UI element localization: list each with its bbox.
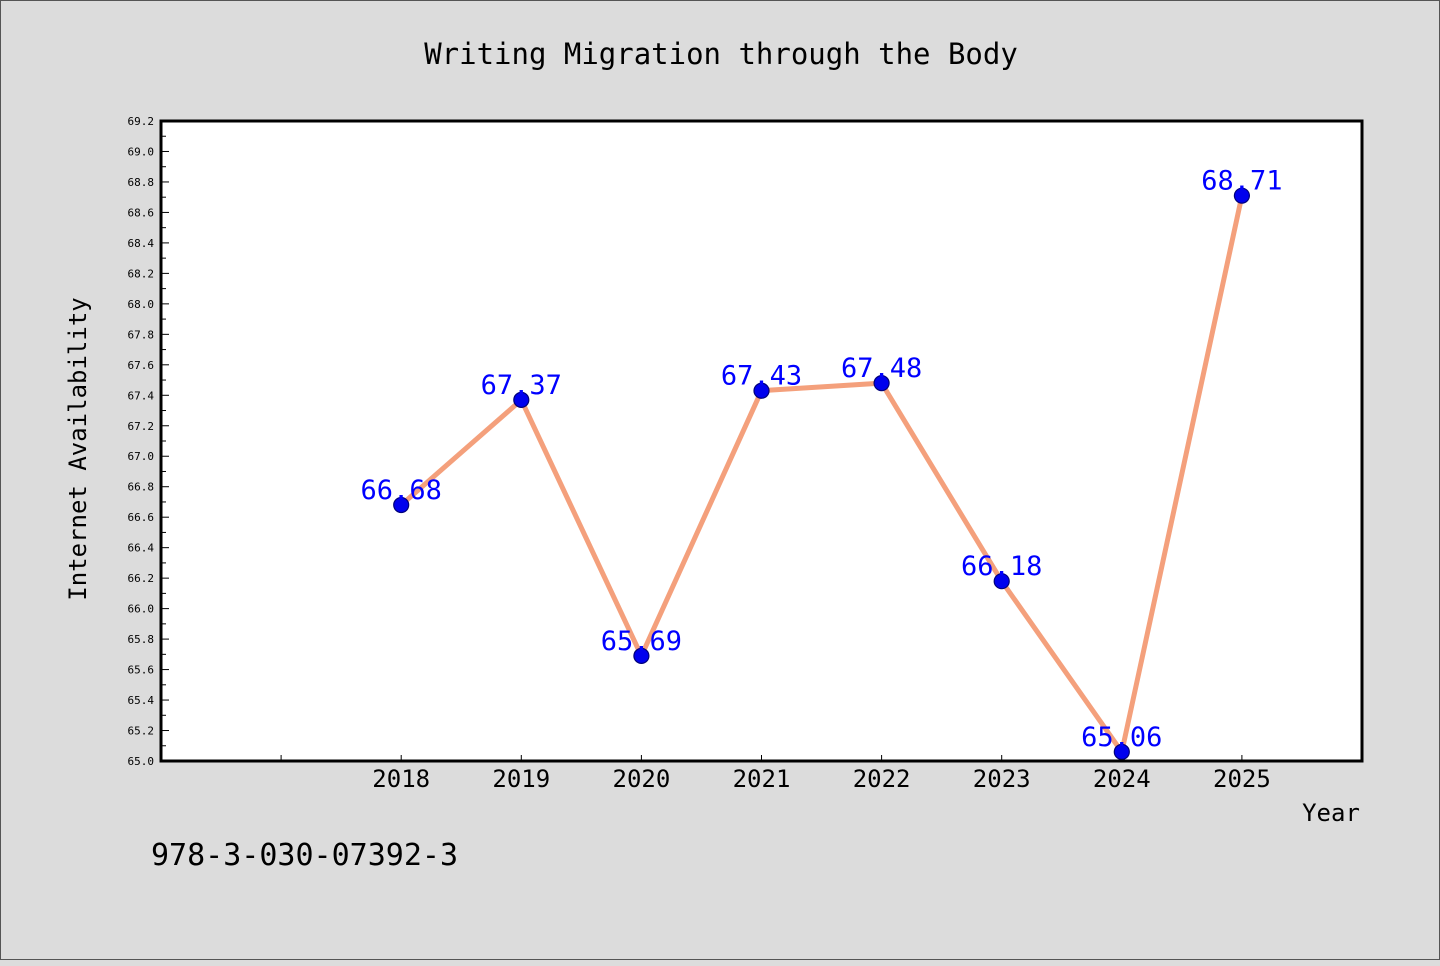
y-axis-ticks: 65.0 65.2 65.4 65.6 65.8 66.0 66.2 66.4 66.6 66.8… [128,115,169,768]
x-tick-label: 2024 [1093,765,1151,793]
x-tick-label: 2022 [853,765,911,793]
y-tick-label: 66.6 [128,511,155,524]
y-tick-label: 65.4 [128,694,155,707]
y-tick-label: 68.2 [128,267,155,280]
y-tick-label: 67.2 [128,420,155,433]
data-label: 67.48 [841,353,922,384]
data-point [873,374,890,392]
data-point [513,391,530,408]
y-tick-label: 65.6 [128,664,155,677]
y-tick-label: 66.0 [128,603,155,616]
y-tick-label: 65.8 [128,633,155,646]
data-point [1233,187,1251,204]
data-label: 68.71 [1201,166,1282,197]
x-tick-label: 2020 [613,765,671,793]
y-tick-label: 67.4 [128,389,155,402]
y-tick-label: 67.0 [128,450,155,463]
y-axis-label: Internet Availability [64,297,92,600]
y-tick-label: 68.4 [128,237,155,250]
y-tick-label: 67.8 [128,328,155,341]
x-tick-label: 2018 [372,765,430,793]
data-point [393,496,410,514]
y-tick-label: 69.2 [128,115,155,128]
data-label: 65.69 [601,626,682,657]
y-tick-label: 68.0 [128,298,155,311]
plot-frame [159,119,1364,763]
x-tick-label: 2019 [492,765,550,793]
data-point [1113,743,1130,760]
y-tick-label: 69.0 [128,145,155,158]
data-point [993,573,1010,590]
y-tick-label: 68.6 [128,206,155,219]
chart-title: Writing Migration through the Body [424,37,1018,71]
series-line [399,195,1245,755]
x-tick-label: 2025 [1213,765,1271,793]
data-label: 67.37 [481,370,562,401]
data-point [633,647,650,664]
series-group: 66.68 67.37 65.69 67.43 67.48 66.18 65.06 68.71 [361,166,1283,760]
y-tick-label: 67.6 [128,359,155,372]
y-tick-label: 65.2 [128,725,155,738]
y-tick-label: 68.8 [128,176,155,189]
y-tick-label: 65.0 [128,755,155,768]
x-tick-label: 2023 [973,765,1031,793]
data-point [753,382,770,399]
y-tick-label: 66.4 [128,542,155,555]
y-tick-label: 66.2 [128,572,155,585]
x-axis-label: Year [1302,799,1360,827]
data-label: 66.18 [961,551,1042,582]
data-label: 65.06 [1081,722,1162,753]
y-tick-label: 66.8 [128,481,155,494]
x-tick-label: 2021 [733,765,791,793]
data-label: 66.68 [361,475,442,506]
plot-area [161,121,1362,761]
isbn-text: 978-3-030-07392-3 [151,838,458,873]
data-label: 67.43 [721,361,802,392]
x-axis-ticks: 2018 2019 2020 2021 2022 2023 2024 2025 [280,755,1271,793]
